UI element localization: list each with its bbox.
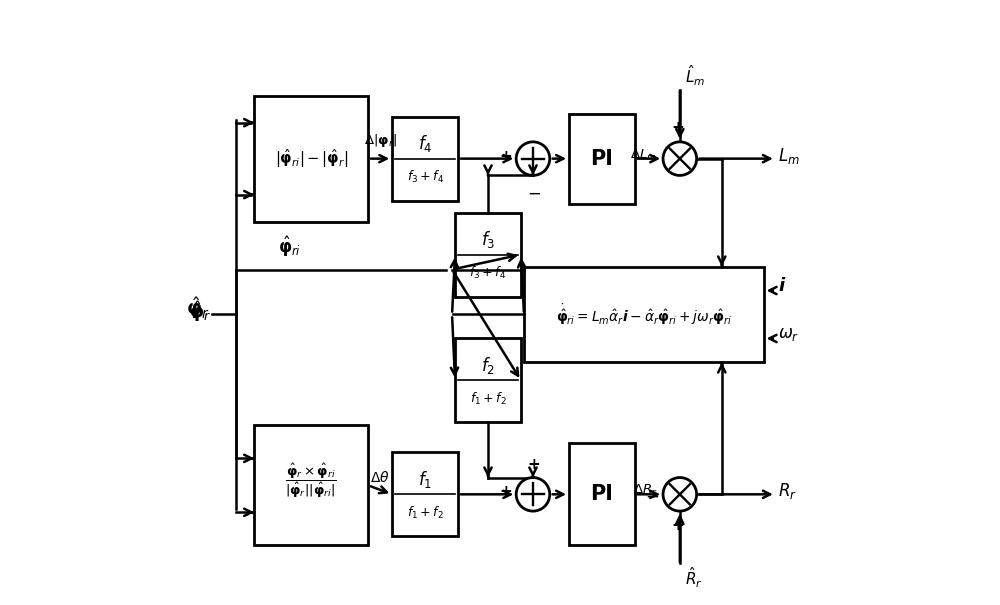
- Text: $-$: $-$: [527, 183, 541, 201]
- Text: $R_r$: $R_r$: [778, 482, 796, 502]
- Text: $\hat{\boldsymbol{\varphi}}_{ri}$: $\hat{\boldsymbol{\varphi}}_{ri}$: [278, 234, 301, 259]
- Text: $\Delta L_m$: $\Delta L_m$: [630, 148, 657, 163]
- Text: $\omega_r$: $\omega_r$: [778, 325, 799, 343]
- Text: $f_4$: $f_4$: [418, 133, 432, 154]
- Text: $\hat{R}_r$: $\hat{R}_r$: [685, 565, 702, 590]
- Bar: [569, 443, 635, 545]
- Text: $\dfrac{\hat{\boldsymbol{\varphi}}_r\times\hat{\boldsymbol{\varphi}}_{ri}}{|\hat: $\dfrac{\hat{\boldsymbol{\varphi}}_r\tim…: [285, 462, 337, 500]
- Text: $L_m$: $L_m$: [778, 146, 799, 166]
- Bar: [569, 114, 635, 204]
- Text: $f_1$: $f_1$: [418, 469, 432, 489]
- Text: $\boldsymbol{i}$: $\boldsymbol{i}$: [778, 277, 786, 295]
- Bar: [254, 96, 368, 221]
- Text: +: +: [671, 120, 684, 135]
- Text: $-$: $-$: [645, 486, 659, 505]
- Bar: [392, 453, 458, 536]
- Bar: [524, 267, 764, 362]
- Text: $f_2$: $f_2$: [481, 355, 495, 376]
- Text: $\dot{\hat{\boldsymbol{\varphi}}}_{ri}=L_m\hat{\alpha}_r\boldsymbol{i}-\hat{\alp: $\dot{\hat{\boldsymbol{\varphi}}}_{ri}=L…: [556, 302, 732, 327]
- Text: +: +: [500, 485, 513, 499]
- Text: $\hat{\boldsymbol{\varphi}}_r$: $\hat{\boldsymbol{\varphi}}_r$: [186, 295, 210, 321]
- Circle shape: [663, 142, 697, 175]
- Bar: [254, 425, 368, 545]
- Text: PI: PI: [590, 149, 613, 169]
- Bar: [455, 212, 521, 296]
- Text: PI: PI: [590, 485, 613, 505]
- Text: $f_1+f_2$: $f_1+f_2$: [470, 391, 506, 407]
- Text: $\Delta\theta$: $\Delta\theta$: [370, 469, 390, 485]
- Text: $f_1+f_2$: $f_1+f_2$: [407, 505, 443, 521]
- Circle shape: [663, 477, 697, 511]
- Text: $\hat{\boldsymbol{\varphi}}_r$: $\hat{\boldsymbol{\varphi}}_r$: [189, 299, 211, 324]
- Circle shape: [516, 477, 550, 511]
- Text: $f_3+f_4$: $f_3+f_4$: [407, 169, 444, 185]
- Text: $f_3+f_4$: $f_3+f_4$: [469, 265, 507, 281]
- Text: $|\hat{\boldsymbol{\varphi}}_{ri}|-|\hat{\boldsymbol{\varphi}}_r|$: $|\hat{\boldsymbol{\varphi}}_{ri}|-|\hat…: [275, 147, 348, 170]
- Text: +: +: [671, 518, 684, 533]
- Text: $f_3$: $f_3$: [481, 229, 495, 250]
- Text: $\Delta R_r$: $\Delta R_r$: [633, 483, 657, 499]
- Bar: [455, 338, 521, 422]
- Text: $\Delta|\boldsymbol{\varphi}_r|$: $\Delta|\boldsymbol{\varphi}_r|$: [364, 132, 397, 149]
- Text: +: +: [527, 457, 540, 471]
- Text: $\hat{L}_m$: $\hat{L}_m$: [685, 64, 705, 88]
- Bar: [392, 117, 458, 201]
- Text: +: +: [500, 149, 513, 163]
- Circle shape: [516, 142, 550, 175]
